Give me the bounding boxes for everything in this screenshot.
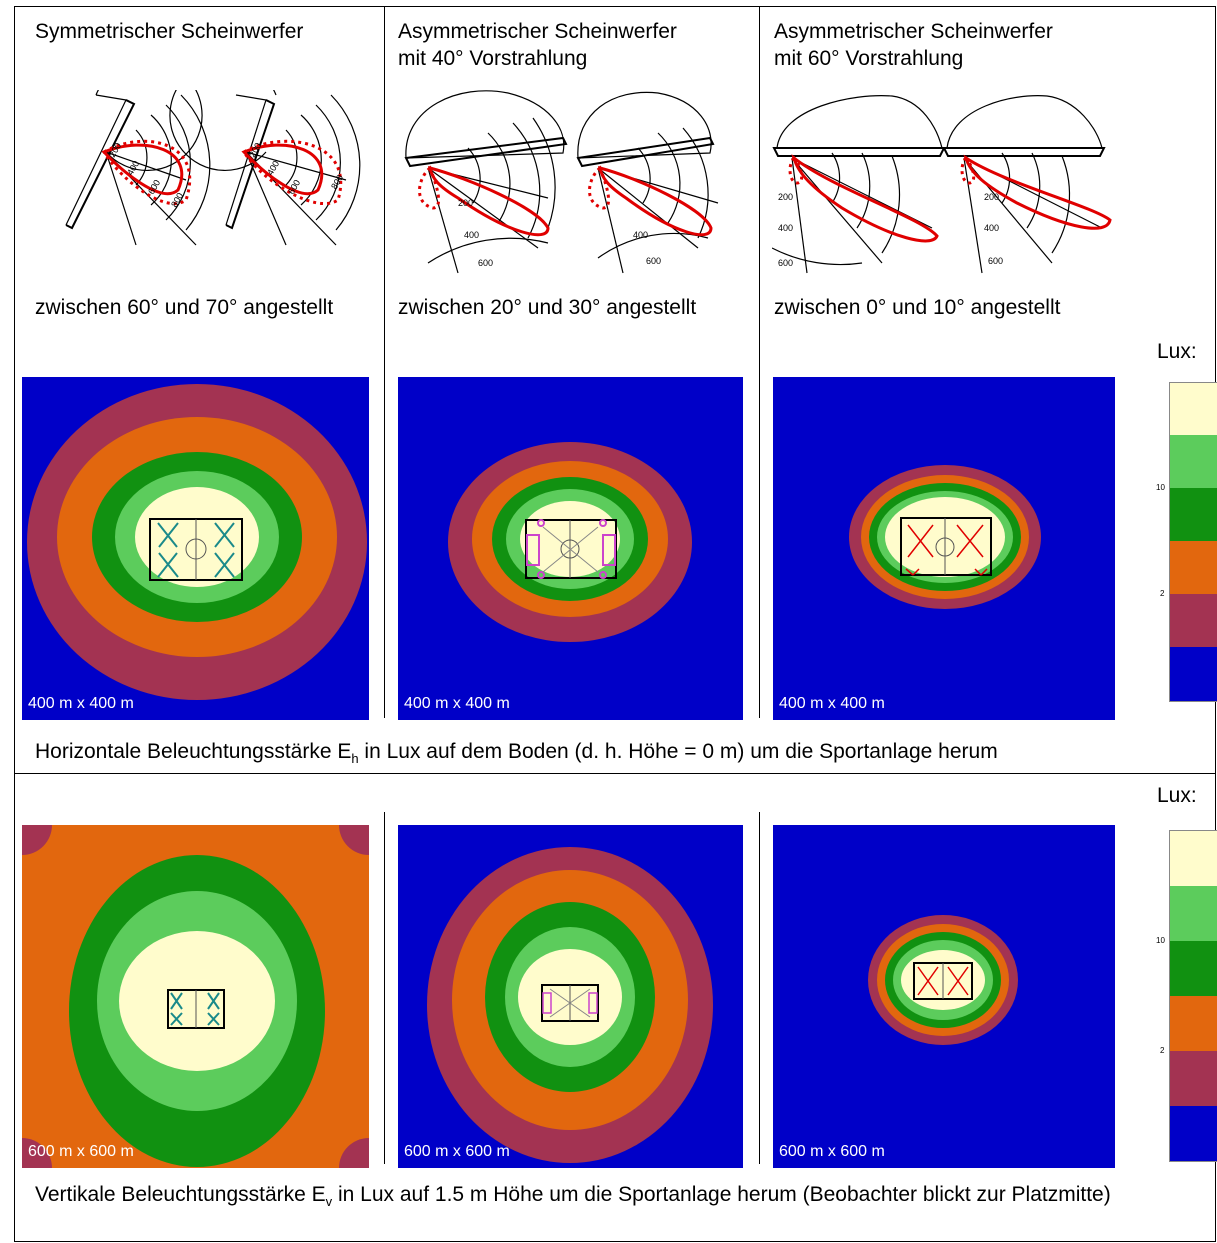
photometric-label: 600 xyxy=(988,256,1003,266)
legend-band xyxy=(1170,1106,1217,1161)
tilt-angle-asym-60: zwischen 0° und 10° angestellt xyxy=(774,296,1061,319)
caption-horizontal-illuminance: Horizontale Beleuchtungsstärke Eh in Lux… xyxy=(35,740,998,767)
tilt-angle-symmetric: zwischen 60° und 70° angestellt xyxy=(35,296,334,319)
horizontal-illuminance-map-asym-60: 400 m x 400 m xyxy=(773,377,1115,720)
column-divider xyxy=(384,322,385,718)
legend-tick: 2 xyxy=(1160,1046,1165,1055)
photometric-diagram-asym-40: 200 400 600 400 600 xyxy=(398,88,748,278)
legend-band xyxy=(1170,488,1217,541)
photometric-label: 400 xyxy=(125,159,141,177)
photometric-label: 600 xyxy=(478,258,493,268)
legend-band xyxy=(1170,383,1217,435)
legend-title: Lux: xyxy=(1157,340,1197,363)
photometric-diagram-symmetric: 200 400 600 800 200 400 600 800 xyxy=(26,90,366,280)
photometric-label: 400 xyxy=(464,230,479,240)
horizontal-illuminance-map-symmetric: 400 m x 400 m xyxy=(22,377,369,720)
column-divider xyxy=(384,6,385,322)
tilt-angle-asym-40: zwischen 20° und 30° angestellt xyxy=(398,296,697,319)
photometric-label: 200 xyxy=(984,192,999,202)
legend-band xyxy=(1170,996,1217,1051)
column-heading-asym-40: Asymmetrischer Scheinwerfer mit 40° Vors… xyxy=(398,20,677,70)
photometric-label: 600 xyxy=(778,258,793,268)
map-extent-label: 600 m x 600 m xyxy=(28,1143,134,1160)
photometric-label: 400 xyxy=(984,223,999,233)
legend-band xyxy=(1170,886,1217,941)
photometric-label: 400 xyxy=(633,230,648,240)
row-divider xyxy=(14,773,1216,774)
legend-tick: 10 xyxy=(1156,936,1165,945)
legend-band xyxy=(1170,1051,1217,1106)
lux-color-legend: 25 10 5 2 1 xyxy=(1156,382,1217,702)
photometric-label: 400 xyxy=(778,223,793,233)
legend-band xyxy=(1170,594,1217,647)
legend-band xyxy=(1170,647,1217,701)
photometric-label: 200 xyxy=(778,192,793,202)
column-heading-symmetric: Symmetrischer Scheinwerfer xyxy=(35,20,304,43)
column-divider xyxy=(384,812,385,1164)
legend-band xyxy=(1170,831,1217,886)
photometric-label: 600 xyxy=(646,256,661,266)
column-heading-asym-60: Asymmetrischer Scheinwerfer mit 60° Vors… xyxy=(774,20,1053,70)
map-extent-label: 600 m x 600 m xyxy=(779,1143,885,1160)
legend-tick: 2 xyxy=(1160,589,1165,598)
photometric-label: 200 xyxy=(458,198,473,208)
photometric-label: 200 xyxy=(107,141,123,159)
vertical-illuminance-map-asym-60: 600 m x 600 m xyxy=(773,825,1115,1168)
map-extent-label: 400 m x 400 m xyxy=(779,695,885,712)
photometric-diagram-asym-60: 200 400 600 200 400 600 xyxy=(772,88,1122,278)
legend-tick: 10 xyxy=(1156,483,1165,492)
map-extent-label: 600 m x 600 m xyxy=(404,1143,510,1160)
legend-title: Lux: xyxy=(1157,784,1197,807)
column-divider xyxy=(759,812,760,1164)
horizontal-illuminance-map-asym-40: 400 m x 400 m xyxy=(398,377,743,720)
map-extent-label: 400 m x 400 m xyxy=(28,695,134,712)
vertical-illuminance-map-asym-40: 600 m x 600 m xyxy=(398,825,743,1168)
caption-vertical-illuminance: Vertikale Beleuchtungsstärke Ev in Lux a… xyxy=(35,1183,1111,1210)
column-divider xyxy=(759,322,760,718)
legend-band xyxy=(1170,941,1217,996)
column-divider xyxy=(759,6,760,322)
vertical-illuminance-map-symmetric: 600 m x 600 m xyxy=(22,825,369,1168)
legend-band xyxy=(1170,435,1217,488)
lux-color-legend: 25 10 5 2 1 xyxy=(1156,830,1217,1162)
legend-band xyxy=(1170,541,1217,594)
map-extent-label: 400 m x 400 m xyxy=(404,695,510,712)
